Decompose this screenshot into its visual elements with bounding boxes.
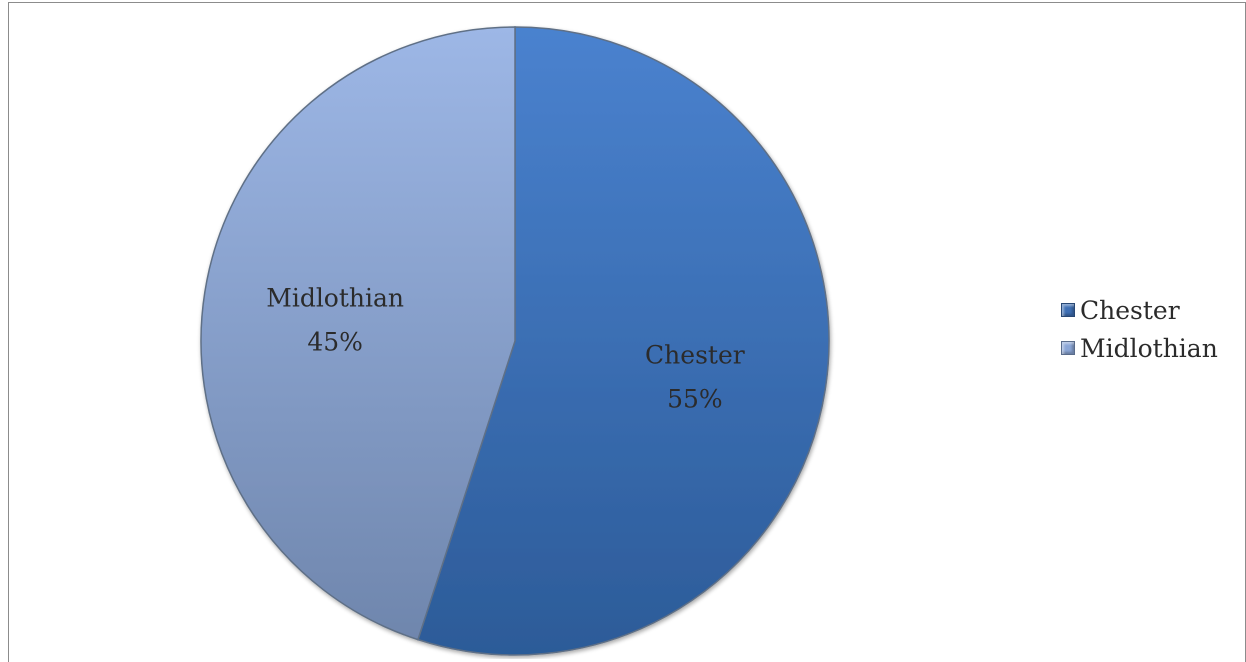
slice-label-chester: Chester: [645, 340, 745, 369]
slice-percent-midlothian: 45%: [307, 328, 363, 357]
chart-area: Chester 55% Midlothian 45% Chester Midlothi…: [8, 2, 1246, 662]
legend-swatch-chester: [1061, 303, 1075, 317]
pie-slice-midlothian: [200, 26, 516, 641]
pie-slices: [200, 26, 830, 656]
slice-percent-chester: 55%: [667, 384, 723, 413]
pie-slice-chester: [417, 26, 830, 656]
pie-labels: Chester 55% Midlothian 45%: [266, 284, 745, 414]
slice-label-midlothian: Midlothian: [266, 284, 404, 313]
legend: Chester Midlothian: [1061, 291, 1218, 367]
legend-label-midlothian: Midlothian: [1080, 333, 1218, 363]
legend-swatch-midlothian: [1061, 341, 1075, 355]
legend-item-chester: Chester: [1061, 291, 1218, 329]
legend-item-midlothian: Midlothian: [1061, 329, 1218, 367]
pie-chart: Chester 55% Midlothian 45%: [200, 26, 830, 656]
legend-label-chester: Chester: [1080, 295, 1180, 325]
